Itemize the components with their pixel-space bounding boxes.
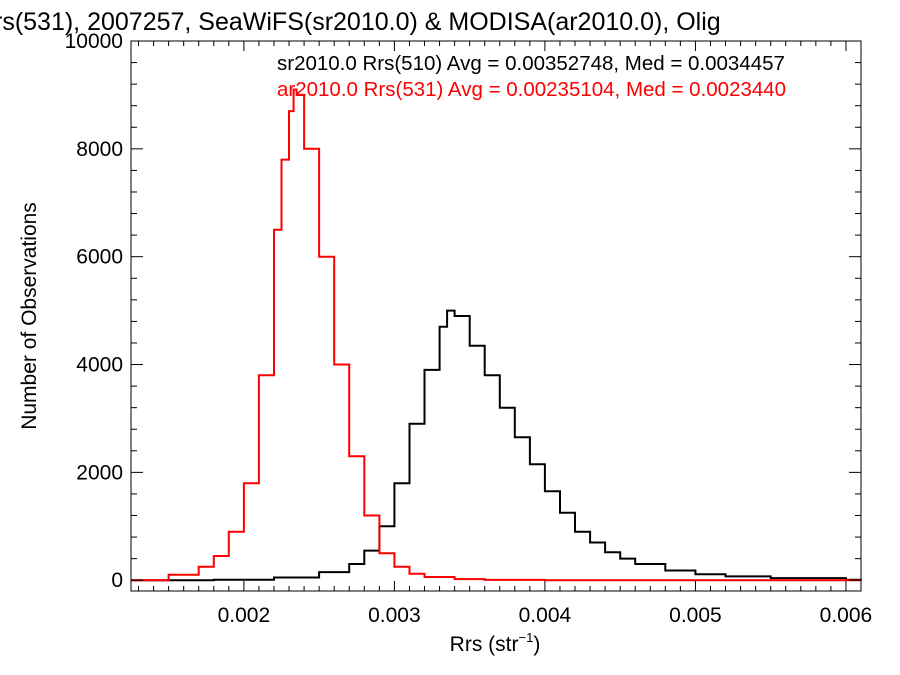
y-axis-label: Number of Observations [18, 202, 41, 430]
x-axis-label: Rrs (str−1) [450, 630, 541, 656]
x-tick-label: 0.006 [820, 604, 873, 627]
x-tick-label: 0.004 [519, 604, 572, 627]
legend-entry-1: sr2010.0 Rrs(510) Avg = 0.00352748, Med … [277, 52, 785, 75]
chart-title: rs(531), 2007257, SeaWiFS(sr2010.0) & MO… [0, 8, 721, 36]
x-axis-label-end: ) [533, 633, 540, 656]
plot-frame [130, 40, 862, 592]
y-tick-label: 2000 [76, 461, 123, 484]
legend-entry-2: ar2010.0 Rrs(531) Avg = 0.00235104, Med … [277, 78, 786, 101]
series-line-2 [131, 88, 861, 582]
y-tick-label: 6000 [76, 246, 123, 269]
x-axis-label-superscript: −1 [519, 630, 534, 645]
axes: 0.002 0.003 0.004 0.005 0.006 0 2000 4000 6000 80… [65, 30, 873, 627]
x-tick-label: 0.003 [368, 604, 421, 627]
y-tick-label: 4000 [76, 354, 123, 377]
legend: sr2010.0 Rrs(510) Avg = 0.00352748, Med … [277, 52, 786, 101]
plot-series [131, 88, 862, 582]
x-tick-label: 0.005 [669, 604, 722, 627]
y-tick-label: 8000 [76, 138, 123, 161]
series-line-1 [131, 309, 862, 582]
y-tick-label: 0 [111, 569, 123, 592]
y-tick-label: 10000 [65, 30, 123, 53]
x-axis-label-text: Rrs (str [450, 633, 519, 656]
x-tick-label: 0.002 [218, 604, 271, 627]
